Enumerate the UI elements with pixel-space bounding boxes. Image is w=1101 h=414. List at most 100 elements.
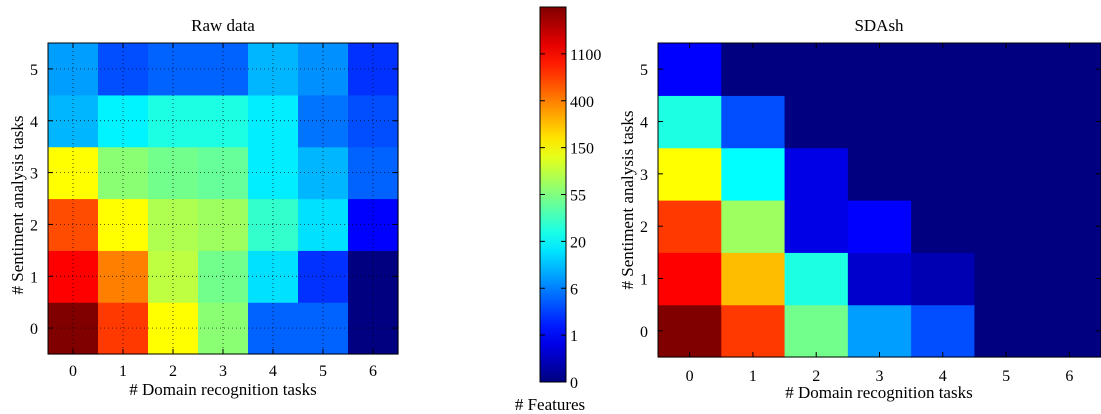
x-tick-label: 0 <box>69 363 77 380</box>
x-tick-label: 4 <box>269 363 277 380</box>
heatmap-cell <box>721 252 786 306</box>
heatmap-sdash: 0 1 2 3 4 5 6 0 1 2 3 4 5 SDAsh # Domain recognitio… <box>618 16 1101 402</box>
heatmap-cell <box>1037 200 1101 253</box>
x-tick-label: 5 <box>1002 368 1010 385</box>
y-tick-label: 5 <box>30 62 38 79</box>
x-tick-label: 6 <box>369 363 377 380</box>
heatmap-cell <box>1037 304 1101 358</box>
heatmap-cell <box>974 95 1039 149</box>
heatmap-cell <box>1037 95 1101 149</box>
heatmap-cell <box>847 304 912 358</box>
heatmap-cell <box>974 200 1039 253</box>
heatmap-cell <box>98 302 149 355</box>
colorbar-tick-label: 6 <box>570 281 578 298</box>
heatmap-cell <box>911 95 976 149</box>
x-tick-label: 0 <box>686 368 694 385</box>
x-tick-label: 2 <box>169 363 177 380</box>
x-tick-label: 2 <box>812 368 820 385</box>
heatmap-cell <box>721 304 786 358</box>
heatmap-cell <box>784 95 849 149</box>
colorbar-ticks: 0 1 6 20 55 150 400 1100 <box>540 47 601 392</box>
heatmap-cell <box>658 304 722 358</box>
y-tick-label: 4 <box>640 115 648 132</box>
colorbar-tick-label: 400 <box>570 94 594 111</box>
heatmap-cell <box>148 302 199 355</box>
heatmap-cell <box>198 302 249 355</box>
y-tick-label: 1 <box>640 272 648 289</box>
heatmap-cell <box>847 95 912 149</box>
colorbar: 0 1 6 20 55 150 400 1100 # Features <box>515 6 601 414</box>
heatmap-cell <box>911 43 976 96</box>
x-axis-label: # Domain recognition tasks <box>129 380 316 399</box>
heatmap-cell <box>658 200 722 253</box>
y-axis-label: # Sentiment analysis tasks <box>8 116 27 295</box>
tick-marks <box>48 43 398 354</box>
x-tick-labels: 0 1 2 3 4 5 6 <box>686 368 1074 385</box>
heatmap-cell <box>784 200 849 253</box>
heatmap-cell <box>658 252 722 306</box>
colorbar-tick-label: 20 <box>570 234 586 251</box>
heatmap-cell <box>658 147 722 201</box>
colorbar-tick-label: 1 <box>570 328 578 345</box>
heatmap-cell <box>98 250 149 303</box>
y-tick-label: 0 <box>30 321 38 338</box>
heatmap-cell <box>658 95 722 149</box>
heatmap-cell <box>348 250 399 303</box>
x-tick-label: 4 <box>939 368 947 385</box>
heatmap-cell <box>1037 43 1101 96</box>
heatmap-raw-data: 0 1 2 3 4 5 6 0 1 2 3 4 5 Raw data # Domain recogni… <box>8 16 399 399</box>
heatmap-cell <box>198 250 249 303</box>
heatmap-cell <box>974 147 1039 201</box>
heatmap-cell <box>721 200 786 253</box>
heatmap-cell <box>48 250 99 303</box>
heatmap-cell <box>784 43 849 96</box>
colorbar-tick-label: 150 <box>570 141 594 158</box>
heatmap-cell <box>348 302 399 355</box>
heatmap-cell <box>784 147 849 201</box>
y-tick-label: 0 <box>640 324 648 341</box>
colorbar-tick-label: 1100 <box>570 47 601 64</box>
x-tick-label: 1 <box>119 363 127 380</box>
heatmap-cell <box>298 302 349 355</box>
tick-marks <box>658 43 1101 357</box>
y-tick-label: 3 <box>640 167 648 184</box>
y-tick-label: 5 <box>640 62 648 79</box>
heatmap-cell <box>721 147 786 201</box>
heatmap-cell <box>847 147 912 201</box>
x-axis-label: # Domain recognition tasks <box>785 383 972 402</box>
colorbar-tick-label: 0 <box>570 375 578 392</box>
heatmap-cell <box>658 43 722 96</box>
heatmap-cell <box>248 250 299 303</box>
y-axis-label: # Sentiment analysis tasks <box>618 111 637 290</box>
y-tick-label: 1 <box>30 269 38 286</box>
y-tick-label: 4 <box>30 114 38 131</box>
heatmap-cell <box>784 304 849 358</box>
heatmap-cell <box>248 302 299 355</box>
heatmap-cell <box>911 200 976 253</box>
heatmap-cell <box>1037 252 1101 306</box>
y-tick-labels: 0 1 2 3 4 5 <box>640 62 648 341</box>
x-tick-label: 6 <box>1065 368 1073 385</box>
chart-title: SDAsh <box>854 16 904 35</box>
heatmap-cell <box>721 95 786 149</box>
heatmap-cell <box>974 252 1039 306</box>
chart-title: Raw data <box>191 16 255 35</box>
heatmap-cell <box>911 304 976 358</box>
x-tick-label: 3 <box>219 363 227 380</box>
x-tick-label: 5 <box>319 363 327 380</box>
heatmap-cell <box>974 304 1039 358</box>
heatmap-cells <box>658 43 1101 358</box>
colorbar-label: # Features <box>515 395 585 414</box>
y-tick-label: 3 <box>30 166 38 183</box>
heatmap-cell <box>847 43 912 96</box>
y-tick-label: 2 <box>640 219 648 236</box>
heatmap-cell <box>1037 147 1101 201</box>
heatmap-cell <box>48 302 99 355</box>
heatmap-cell <box>847 200 912 253</box>
colorbar-tick-label: 55 <box>570 188 586 205</box>
heatmap-cell <box>911 147 976 201</box>
x-tick-labels: 0 1 2 3 4 5 6 <box>69 363 377 380</box>
heatmap-cell <box>847 252 912 306</box>
